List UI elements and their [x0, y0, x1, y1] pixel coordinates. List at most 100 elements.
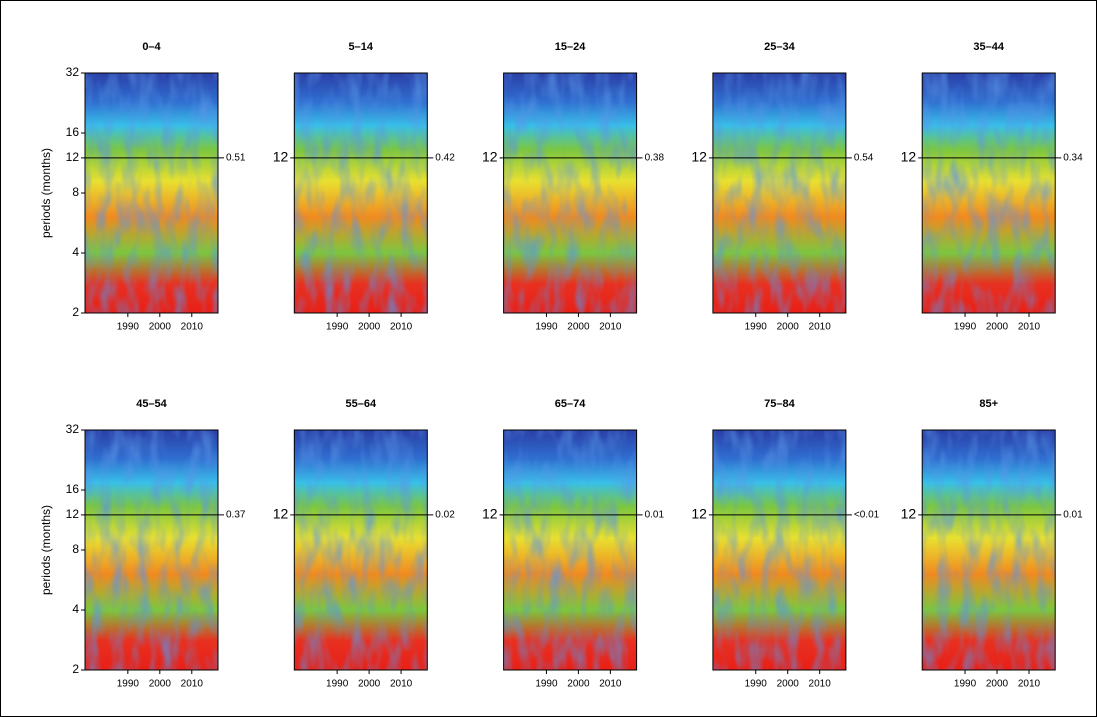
x-tick-label: 2010 [599, 322, 622, 333]
x-tick-label: 1990 [326, 322, 349, 333]
x-tick-label: 1990 [745, 679, 768, 690]
x-tick-label: 1990 [535, 679, 558, 690]
plot-border [293, 429, 428, 671]
panel: 25–34 12 1990 2000 2010 0.54 [691, 41, 873, 333]
spectrum-texture [922, 73, 1056, 313]
x-tick-label: 2000 [986, 322, 1009, 333]
annotation: 0.01 [645, 510, 665, 521]
x-tick-label: 1990 [117, 679, 140, 690]
y-tick-label: 8 [72, 185, 79, 199]
annotation: 0.54 [854, 153, 874, 164]
panel-title: 65–74 [555, 398, 586, 410]
annotation: 0.37 [226, 510, 246, 521]
spectrum-texture [503, 73, 637, 313]
plot-border [921, 429, 1056, 671]
panel: 15–24 12 1990 2000 2010 0.38 [482, 41, 664, 333]
panel: 75–84 12 1990 2000 2010 <0.01 [691, 398, 879, 690]
y-tick-label: 12 [66, 507, 80, 521]
panel: 5–14 12 1990 2000 2010 0.42 [273, 41, 455, 333]
y-tick-label: 12 [901, 506, 917, 522]
panel: 35–44 12 1990 2000 2010 0.34 [901, 41, 1083, 333]
panel-title: 15–24 [555, 41, 586, 53]
x-tick-label: 2000 [567, 679, 590, 690]
panel: 65–74 12 1990 2000 2010 0.01 [482, 398, 664, 690]
x-tick-label: 2010 [181, 322, 204, 333]
panel-title: 5–14 [349, 41, 374, 53]
x-tick-label: 1990 [745, 322, 768, 333]
spectrum-texture [85, 73, 218, 313]
y-tick-label: 12 [901, 149, 917, 165]
annotation: 0.42 [435, 153, 455, 164]
annotation: <0.01 [854, 510, 880, 521]
x-tick-label: 2010 [390, 679, 413, 690]
y-tick-label: 12 [66, 150, 80, 164]
x-tick-label: 2000 [358, 322, 381, 333]
y-tick-label: 12 [482, 149, 498, 165]
x-tick-label: 1990 [954, 679, 977, 690]
x-tick-label: 2000 [149, 679, 172, 690]
spectrum-texture [712, 430, 846, 670]
x-tick-label: 2000 [777, 322, 800, 333]
panel-title: 25–34 [764, 41, 795, 53]
x-tick-label: 2010 [181, 679, 204, 690]
panel-title: 55–64 [346, 398, 377, 410]
x-tick-label: 2000 [358, 679, 381, 690]
panel: 0–4 2 4 8 12 16 32 1990 2000 2010 0.51 periods (mon… [39, 41, 246, 333]
y-tick-label: 12 [273, 149, 289, 165]
y-axis-label: periods (months) [39, 505, 53, 595]
x-tick-label: 2000 [777, 679, 800, 690]
panel-title: 85+ [979, 398, 998, 410]
y-tick-label: 12 [691, 506, 707, 522]
y-axis-label: periods (months) [39, 148, 53, 238]
spectrum-texture [294, 73, 428, 313]
x-tick-label: 1990 [326, 679, 349, 690]
x-tick-label: 1990 [117, 322, 140, 333]
panel-title: 35–44 [973, 41, 1004, 53]
x-tick-label: 2010 [390, 322, 413, 333]
y-tick-label: 12 [482, 506, 498, 522]
y-tick-label: 32 [66, 422, 80, 436]
plot-border [503, 72, 638, 314]
x-tick-label: 2010 [809, 679, 832, 690]
x-tick-label: 2000 [986, 679, 1009, 690]
x-tick-label: 2010 [599, 679, 622, 690]
y-tick-label: 16 [66, 482, 80, 496]
plot-border [712, 429, 847, 671]
spectrum-texture [922, 430, 1056, 670]
y-tick-label: 4 [72, 245, 79, 259]
annotation: 0.01 [1063, 510, 1083, 521]
spectrum-texture [85, 430, 218, 670]
panel-title: 0–4 [142, 41, 161, 53]
x-tick-label: 2000 [567, 322, 590, 333]
y-tick-label: 16 [66, 125, 80, 139]
plot-border [503, 429, 638, 671]
annotation: 0.38 [645, 153, 665, 164]
annotation: 0.51 [226, 153, 246, 164]
panel: 55–64 12 1990 2000 2010 0.02 [273, 398, 455, 690]
x-tick-label: 1990 [535, 322, 558, 333]
spectrum-texture [294, 430, 428, 670]
spectrum-texture [712, 73, 846, 313]
panel-title: 45–54 [136, 398, 167, 410]
y-tick-label: 4 [72, 602, 79, 616]
x-tick-label: 1990 [954, 322, 977, 333]
x-tick-label: 2010 [809, 322, 832, 333]
y-tick-label: 8 [72, 542, 79, 556]
x-tick-label: 2010 [1018, 322, 1041, 333]
panel: 45–54 2 4 8 12 16 32 1990 2000 2010 0.37 periods (m… [39, 398, 246, 690]
plot-border [921, 72, 1056, 314]
panel-title: 75–84 [764, 398, 795, 410]
x-tick-label: 2000 [149, 322, 172, 333]
y-tick-label: 12 [273, 506, 289, 522]
plot-border [293, 72, 428, 314]
spectrum-texture [503, 430, 637, 670]
y-tick-label: 2 [72, 305, 79, 319]
annotation: 0.02 [435, 510, 455, 521]
y-tick-label: 12 [691, 149, 707, 165]
x-tick-label: 2010 [1018, 679, 1041, 690]
panel: 85+ 12 1990 2000 2010 0.01 [901, 398, 1083, 690]
plot-border [712, 72, 847, 314]
y-tick-label: 32 [66, 65, 80, 79]
y-tick-label: 2 [72, 662, 79, 676]
